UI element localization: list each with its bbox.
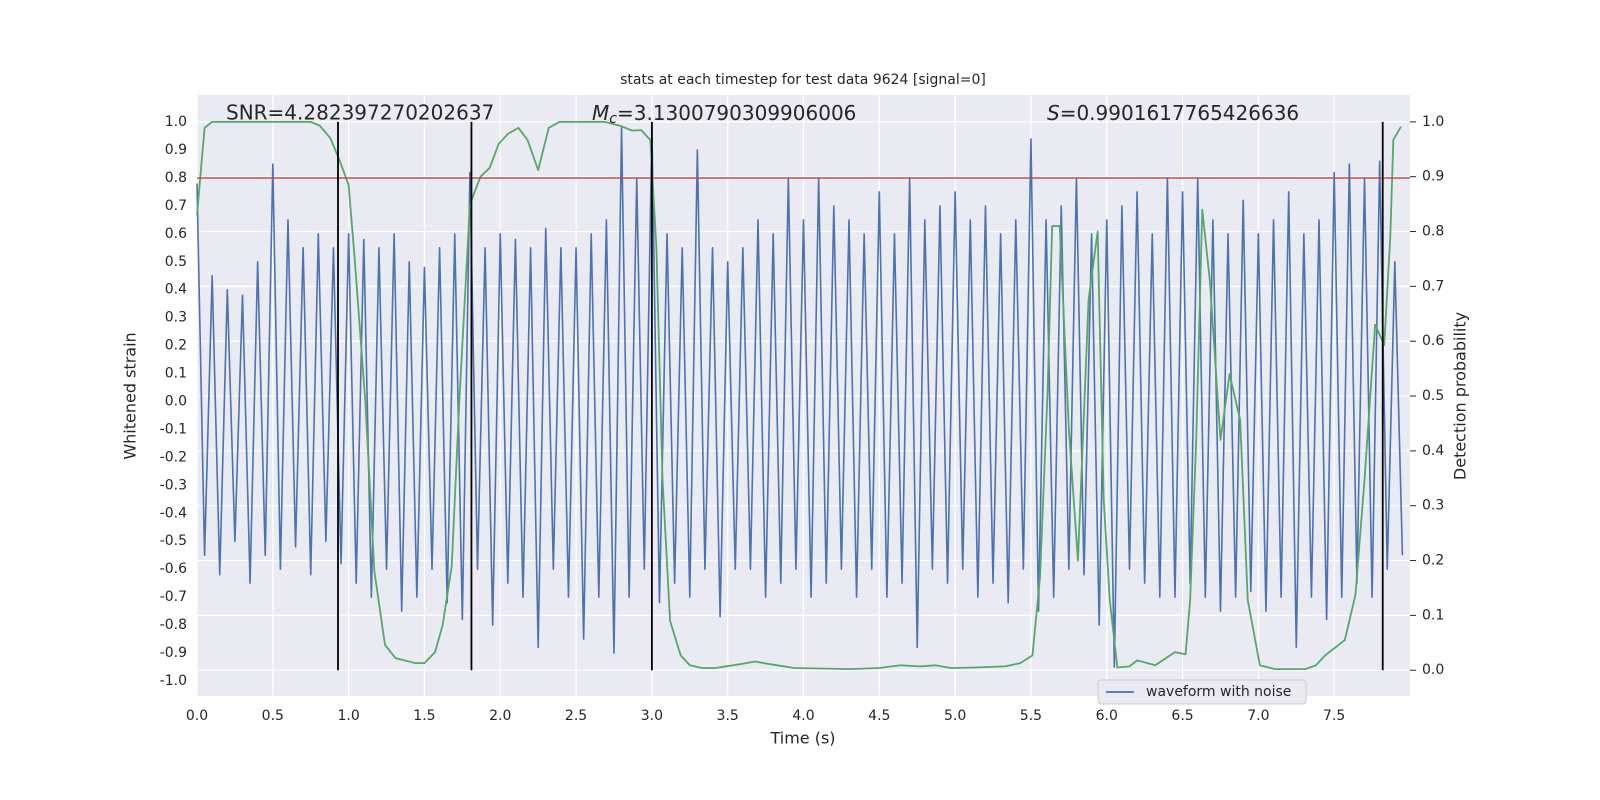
x-tick-label: 7.5	[1323, 708, 1345, 724]
x-tick-label: 2.0	[489, 708, 511, 724]
annotation: SNR=4.282397270202637	[226, 101, 494, 125]
x-tick-label: 1.0	[337, 708, 359, 724]
annotation: S=0.9901617765426636	[1047, 101, 1299, 125]
y-tick-label: -0.5	[160, 533, 187, 549]
annotation: Mc=3.1300790309906006	[592, 101, 856, 128]
y-tick-label: 0.9	[165, 142, 187, 158]
y2-tick-label: 0.0	[1422, 662, 1444, 678]
annotation-subscript: c	[609, 111, 617, 127]
y-tick-label: -0.2	[160, 449, 187, 465]
annotation-text: =3.1300790309906006	[617, 101, 856, 125]
y-tick-label: -0.8	[160, 617, 187, 633]
x-tick-label: 4.5	[868, 708, 890, 724]
y-tick-label: -0.3	[160, 477, 187, 493]
series-line	[196, 126, 1404, 668]
y-tick-label: 0.5	[165, 254, 187, 270]
x-tick-label: 5.5	[1020, 708, 1042, 724]
legend-box	[1097, 679, 1307, 705]
y2-tick-label: 0.3	[1422, 498, 1444, 514]
y2-tick-label: 0.7	[1422, 278, 1444, 294]
y-tick-label: -1.0	[160, 673, 187, 689]
y-tick-label: 0.8	[165, 170, 187, 186]
x-tick-label: 0.5	[262, 708, 284, 724]
x-tick-label: 0.0	[186, 708, 208, 724]
y2-tick-label: 0.8	[1422, 224, 1444, 240]
y-tick-label: -0.7	[160, 589, 187, 605]
annotation-symbol: S	[1047, 101, 1060, 125]
chart-title: stats at each timestep for test data 962…	[620, 72, 986, 88]
y-tick-label: 0.7	[165, 198, 187, 214]
x-axis-label: Time (s)	[769, 729, 835, 748]
y2-tick-label: 0.1	[1422, 607, 1444, 623]
y-tick-label: 0.3	[165, 310, 187, 326]
y-tick-label: 0.6	[165, 226, 187, 242]
y-tick-label: -0.1	[160, 421, 187, 437]
y2-tick-label: 0.6	[1422, 333, 1444, 349]
y-tick-label: 0.4	[165, 282, 187, 298]
legend-label: waveform with noise	[1146, 684, 1291, 700]
y-tick-label: 0.1	[165, 366, 187, 382]
y-tick-label: -0.6	[160, 561, 187, 577]
annotation-symbol: M	[592, 101, 609, 125]
y-tick-label: 0.0	[165, 394, 187, 410]
y2-tick-label: 0.4	[1422, 443, 1444, 459]
y-tick-label: -0.9	[160, 645, 187, 661]
y-tick-label: -0.4	[160, 505, 187, 521]
y2-tick-label: 0.2	[1422, 553, 1444, 569]
y-tick-label: 0.2	[165, 338, 187, 354]
y-axis-label: Whitened strain	[121, 332, 140, 459]
x-tick-label: 5.0	[944, 708, 966, 724]
series-line	[196, 120, 1402, 671]
y-tick-label: 1.0	[165, 114, 187, 130]
x-tick-label: 6.0	[1096, 708, 1118, 724]
x-tick-label: 6.5	[1171, 708, 1193, 724]
x-tick-label: 3.0	[641, 708, 663, 724]
annotation-text: =0.9901617765426636	[1060, 101, 1299, 125]
x-tick-label: 4.0	[792, 708, 814, 724]
y2-tick-label: 0.9	[1422, 169, 1444, 185]
x-tick-label: 2.5	[565, 708, 587, 724]
x-tick-label: 7.0	[1247, 708, 1269, 724]
x-tick-label: 1.5	[413, 708, 435, 724]
y2-tick-label: 1.0	[1422, 114, 1444, 130]
x-tick-label: 3.5	[717, 708, 739, 724]
y2-tick-label: 0.5	[1422, 388, 1444, 404]
y2-axis-label: Detection probability	[1451, 312, 1470, 480]
